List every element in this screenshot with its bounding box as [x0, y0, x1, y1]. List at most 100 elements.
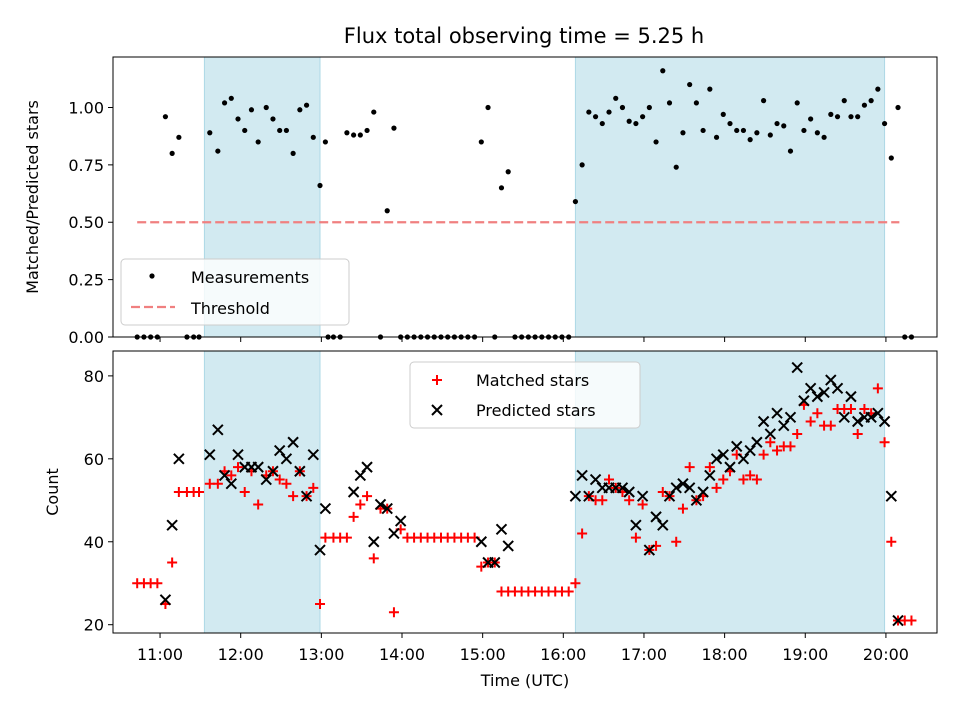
- matched-point: [738, 474, 749, 485]
- predicted-point: [845, 390, 857, 403]
- measurement-point: [841, 98, 847, 104]
- measurement-point: [855, 114, 861, 120]
- matched-point: [671, 536, 682, 547]
- predicted-point: [677, 477, 689, 490]
- x-tick-label: 20:00: [863, 645, 909, 664]
- chart-title: Flux total observing time = 5.25 h: [344, 24, 704, 48]
- matched-point: [758, 449, 769, 460]
- measurement-point: [592, 114, 599, 120]
- predicted-point: [710, 453, 723, 465]
- measurement-point: [633, 120, 639, 127]
- measurement-point: [478, 139, 484, 145]
- measurement-point: [270, 116, 276, 122]
- predicted-point: [630, 519, 642, 531]
- measurement-point: [727, 120, 733, 127]
- measurement-point: [357, 132, 363, 138]
- matched-point: [637, 499, 648, 510]
- matched-point: [604, 474, 615, 485]
- matched-point: [624, 495, 635, 506]
- legend-box: [409, 361, 641, 429]
- matched-point: [785, 441, 796, 452]
- measurement-point: [290, 150, 296, 156]
- measurement-point: [498, 185, 505, 191]
- predicted-point: [252, 461, 264, 473]
- predicted-point: [218, 469, 231, 482]
- measurement-point: [606, 109, 612, 115]
- matched-point: [212, 478, 223, 489]
- predicted-point: [354, 469, 367, 482]
- predicted-point: [670, 482, 682, 494]
- predicted-point: [851, 415, 864, 428]
- predicted-point: [811, 390, 824, 403]
- measurement-point: [626, 118, 632, 124]
- predicted-point: [394, 515, 407, 527]
- matched-point: [792, 428, 803, 439]
- matched-point: [355, 499, 366, 510]
- measurement-point: [317, 182, 323, 189]
- predicted-point: [212, 424, 224, 436]
- measurement-point: [693, 100, 699, 106]
- matched-point: [711, 482, 722, 493]
- measurement-point: [687, 81, 693, 88]
- y-tick-label: 0.00: [68, 328, 104, 347]
- axes-frame: [112, 56, 938, 338]
- predicted-point: [791, 361, 803, 374]
- measurement-point: [351, 132, 357, 138]
- measurement-point: [760, 98, 767, 104]
- x-tick-label: 12:00: [218, 645, 264, 664]
- measurement-point: [586, 109, 592, 115]
- measurement-point: [391, 125, 397, 131]
- measurement-point: [485, 104, 491, 111]
- measurement-point: [242, 127, 248, 134]
- predicted-point: [368, 536, 380, 548]
- predicted-point: [683, 482, 696, 494]
- predicted-point: [583, 490, 595, 502]
- matched-point: [288, 491, 299, 502]
- measurement-point: [297, 107, 303, 113]
- matched-point: [274, 474, 285, 485]
- measurement-point: [821, 134, 827, 140]
- predicted-point: [764, 428, 777, 440]
- measurement-point: [895, 104, 901, 111]
- matched-point: [226, 470, 237, 481]
- predicted-point: [892, 614, 904, 627]
- measurement-point: [868, 98, 874, 104]
- matched-point: [341, 532, 352, 543]
- predicted-point: [361, 461, 373, 473]
- predicted-point: [697, 486, 709, 498]
- y-axis-label: Count: [43, 468, 62, 516]
- measurement-point: [215, 148, 221, 154]
- x-tick-label: 18:00: [702, 645, 748, 664]
- legend-marker-predicted: [431, 404, 443, 416]
- measurement-point: [384, 208, 390, 214]
- predicted-point: [204, 448, 216, 461]
- matched-point: [906, 615, 917, 626]
- predicted-point: [347, 486, 360, 498]
- y-tick-label: 1.00: [68, 98, 104, 117]
- matched-point: [886, 536, 897, 547]
- measurement-point: [700, 127, 706, 134]
- legend: Matched stars Predicted stars: [409, 361, 641, 429]
- predicted-point: [616, 482, 629, 494]
- predicted-point: [273, 444, 286, 457]
- matched-point: [233, 462, 244, 473]
- measurement-point: [848, 114, 854, 120]
- observing-span: [203, 350, 321, 634]
- predicted-point: [731, 440, 743, 453]
- ratio-panel: 0.00 0.25 0.50 0.75 1.00 Matched/Predicted st…: [23, 56, 938, 347]
- matched-point: [563, 586, 574, 597]
- matched-point: [239, 487, 250, 497]
- observing-span: [574, 56, 886, 338]
- measurement-point: [713, 134, 720, 140]
- measurement-point: [787, 148, 794, 154]
- predicted-point: [724, 461, 736, 473]
- matched-point: [368, 553, 379, 564]
- measurement-point: [303, 102, 310, 108]
- y-tick-label: 80: [84, 367, 104, 386]
- measurement-point: [673, 164, 679, 170]
- matched-point: [859, 404, 870, 415]
- measurement-point: [808, 116, 814, 122]
- matched-point: [152, 578, 163, 589]
- predicted-point: [502, 540, 514, 552]
